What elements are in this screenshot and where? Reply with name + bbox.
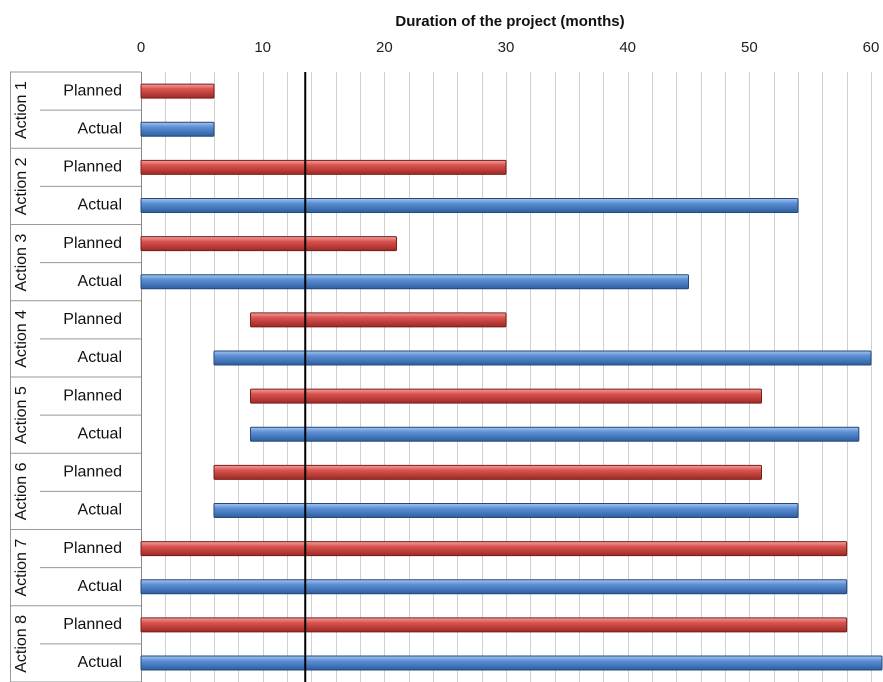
planned-bar [140,617,848,633]
row-label: Actual [78,273,122,290]
x-tick-label: 30 [498,39,515,56]
x-tick-label: 0 [137,39,145,56]
group-label: Action 3 [13,234,30,292]
group-label: Action 8 [13,615,30,673]
group-label: Action 6 [13,462,30,520]
planned-bar [250,312,507,328]
planned-bar [140,236,397,252]
row-label: Actual [78,349,122,366]
x-tick-label: 60 [863,39,880,56]
row-label: Planned [63,540,122,557]
group-label: Action 7 [13,539,30,597]
actual-bar [213,502,799,518]
group-label: Action 2 [13,157,30,215]
row-label: Planned [63,159,122,176]
row-label: Actual [78,197,122,214]
actual-bar [140,579,848,595]
row-label: Actual [78,502,122,519]
x-tick-label: 50 [741,39,758,56]
row-label: Planned [63,235,122,252]
actual-bar [140,121,215,137]
row-label: Actual [78,120,122,137]
row-label: Planned [63,387,122,404]
x-tick-label: 10 [254,39,271,56]
row-label: Planned [63,311,122,328]
planned-bar [140,159,507,175]
planned-bar [140,83,215,99]
row-label: Actual [78,425,122,442]
row-label: Planned [63,464,122,481]
x-tick-label: 40 [619,39,636,56]
planned-bar [213,464,762,480]
actual-bar [213,350,872,366]
planned-bar [140,541,848,557]
group-label: Action 5 [13,386,30,444]
actual-bar [250,426,860,442]
bars [140,83,883,671]
chart-title: Duration of the project (months) [395,13,624,30]
x-tick-label: 20 [376,39,393,56]
group-label: Action 4 [13,310,30,368]
row-label: Planned [63,616,122,633]
actual-bar [140,274,689,290]
actual-bar [140,197,799,213]
x-axis-ticks: 0 10 20 30 40 50 60 [137,39,880,56]
row-label: Actual [78,578,122,595]
actual-bar [140,655,883,671]
planned-bar [250,388,762,404]
row-labels: Action 1 Planned Actual Action 2 Planned Actu… [10,71,142,682]
group-label: Action 1 [13,81,30,139]
row-label: Planned [63,82,122,99]
row-label: Actual [78,654,122,671]
